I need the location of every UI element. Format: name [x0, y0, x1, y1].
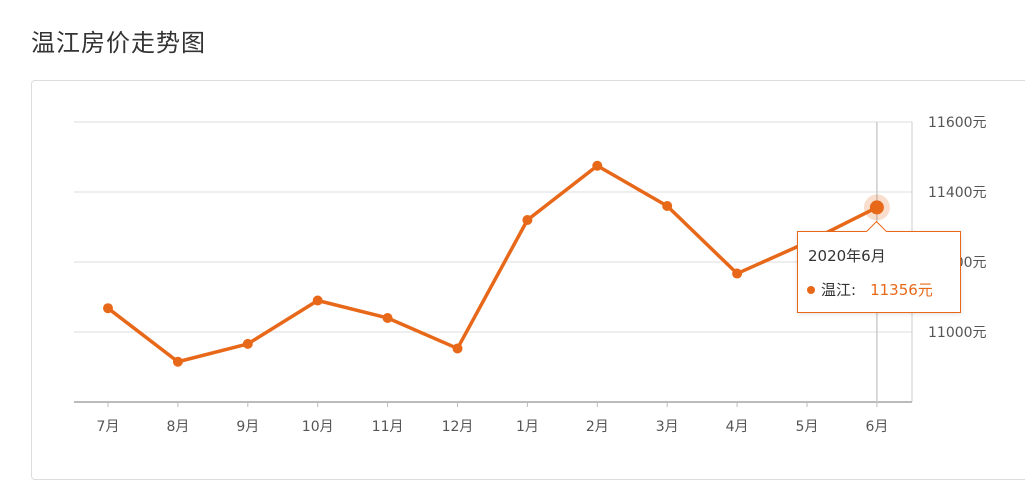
x-tick-label: 1月	[516, 419, 539, 435]
data-point	[869, 200, 884, 215]
y-tick-label: 11000元	[928, 325, 987, 341]
data-point	[382, 313, 393, 323]
tooltip-date: 2020年6月	[808, 247, 886, 265]
data-point	[103, 303, 113, 314]
tooltip-row: 温江: 11356元	[807, 279, 933, 300]
data-point	[522, 215, 533, 225]
x-tick-label: 6月	[865, 419, 888, 435]
data-point	[242, 338, 253, 349]
data-point	[592, 160, 603, 171]
chart-tooltip: 2020年6月 温江: 11356元	[797, 220, 961, 313]
page-title: 温江房价走势图	[31, 29, 206, 57]
x-tick-label: 9月	[236, 419, 259, 435]
x-tick-label: 12月	[442, 419, 474, 435]
x-tick-label: 11月	[372, 419, 404, 435]
x-tick-label: 10月	[302, 419, 334, 435]
y-tick-label: 11400元	[928, 185, 987, 201]
x-tick-label: 4月	[726, 419, 749, 435]
x-tick-label: 8月	[166, 419, 189, 435]
series-line	[106, 164, 879, 364]
data-point	[662, 201, 673, 211]
series-dot-icon	[807, 285, 815, 294]
tooltip-series-label: 温江:	[821, 281, 857, 299]
x-tick-label: 7月	[97, 419, 120, 435]
y-tick-label: 11600元	[928, 115, 987, 131]
data-point	[312, 295, 323, 306]
data-point	[452, 343, 463, 354]
x-tick-label: 2月	[586, 419, 609, 435]
tooltip-value: 11356元	[870, 281, 933, 299]
data-point	[732, 268, 743, 279]
x-tick-label: 5月	[796, 419, 819, 435]
x-tick-label: 3月	[656, 419, 679, 435]
data-point	[172, 356, 183, 367]
